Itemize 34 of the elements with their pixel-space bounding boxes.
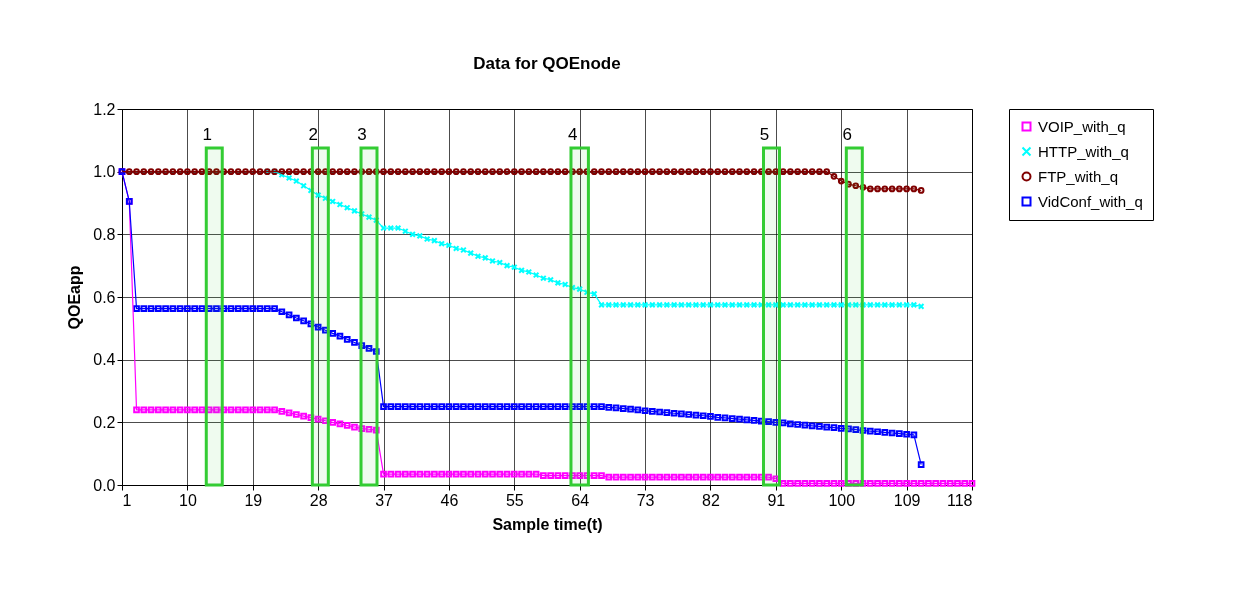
band-label: 6 (842, 125, 853, 144)
y-tick-label: 1.2 (93, 100, 116, 118)
x-tick-label: 37 (375, 491, 394, 509)
x-tick-label: 1 (122, 491, 132, 509)
x-axis-title: Sample time(t) (492, 515, 603, 533)
x-tick-label: 19 (244, 491, 263, 509)
x-tick-label: 109 (893, 491, 921, 509)
x-tick-label: 100 (828, 491, 856, 509)
legend-label: FTP_with_q (1038, 167, 1119, 185)
x-tick-label: 73 (636, 491, 655, 509)
chart-title: Data for QOEnode (473, 54, 621, 73)
x-tick-label: 64 (571, 491, 590, 509)
band-label: 5 (759, 125, 770, 144)
band-label: 3 (357, 125, 367, 144)
y-tick-label: 0.8 (93, 225, 116, 243)
y-tick-label: 0.0 (93, 476, 116, 494)
x-tick-label: 46 (440, 491, 459, 509)
legend-label: VidConf_with_q (1038, 192, 1143, 210)
legend-label: HTTP_with_q (1038, 142, 1129, 160)
x-tick-label: 28 (309, 491, 328, 509)
y-axis-title: QOEapp (66, 265, 84, 330)
y-tick-label: 0.4 (93, 351, 116, 369)
y-tick-label: 0.2 (93, 413, 116, 431)
x-tick-label: 91 (767, 491, 786, 509)
x-tick-label: 118 (946, 491, 973, 509)
y-tick-label: 0.6 (93, 288, 116, 306)
x-tick-label: 10 (178, 491, 197, 509)
band-label: 4 (567, 125, 578, 144)
y-tick-label: 1.0 (93, 163, 116, 181)
x-tick-label: 82 (702, 491, 720, 509)
band-label: 2 (308, 125, 319, 144)
band-label: 1 (202, 125, 212, 144)
x-tick-label: 55 (505, 491, 524, 509)
legend-label: VOIP_with_q (1038, 117, 1126, 135)
